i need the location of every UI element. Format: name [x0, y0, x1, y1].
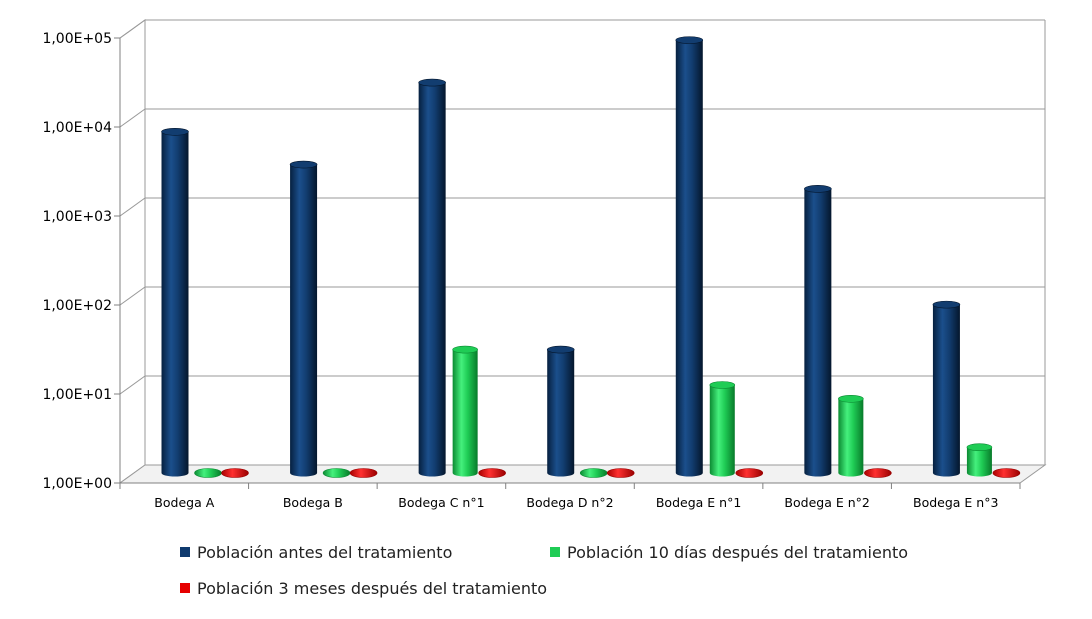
bar-cap — [418, 78, 446, 87]
gridline — [119, 108, 1045, 128]
bar — [966, 443, 993, 477]
gridline — [119, 286, 1045, 306]
bar — [804, 185, 832, 477]
x-tick-label: Bodega B — [283, 495, 343, 510]
bar-body — [418, 82, 446, 477]
bars — [161, 36, 1021, 478]
y-tick-label: 1,00E+04 — [42, 120, 112, 136]
bar-cap — [546, 345, 575, 354]
bar-disc — [606, 468, 635, 478]
bar-body — [547, 349, 575, 477]
gridline — [119, 375, 1045, 395]
legend-swatch — [180, 583, 190, 593]
legend-label: Población antes del tratamiento — [197, 543, 452, 562]
x-tick-label: Bodega D n°2 — [526, 495, 613, 510]
bar-disc — [579, 468, 608, 478]
bar-cap — [675, 36, 704, 44]
legend-item: Población 3 meses después del tratamient… — [180, 579, 547, 598]
legend-label: Población 10 días después del tratamient… — [567, 543, 908, 562]
bar-body — [932, 304, 960, 477]
x-tick-label: Bodega A — [154, 495, 214, 510]
bar — [349, 468, 378, 478]
legend-swatch — [550, 547, 560, 557]
bar — [322, 468, 351, 478]
x-tick-label: Bodega C n°1 — [398, 495, 484, 510]
bar — [579, 468, 608, 478]
bar — [864, 468, 892, 478]
bar-cap — [709, 381, 736, 389]
x-tick-label: Bodega E n°2 — [784, 495, 869, 510]
y-tick-label: 1,00E+05 — [42, 31, 112, 47]
side-wall — [119, 19, 146, 484]
bar-cap — [804, 185, 832, 193]
y-tick-label: 1,00E+03 — [42, 209, 112, 225]
bar-disc — [478, 468, 506, 478]
bar — [546, 345, 575, 477]
x-tick-label: Bodega E n°3 — [913, 495, 998, 510]
bar — [606, 468, 635, 478]
bar — [221, 468, 249, 478]
bar-body — [290, 164, 318, 477]
bar — [838, 394, 864, 477]
bar-disc — [349, 468, 378, 478]
bar — [709, 381, 736, 477]
y-tick-label: 1,00E+01 — [42, 387, 112, 403]
bar — [932, 300, 961, 477]
bar-body — [161, 131, 189, 477]
bar-disc — [322, 468, 351, 478]
bar — [289, 160, 318, 477]
bar — [675, 36, 704, 477]
bar — [735, 468, 764, 478]
bar-body — [709, 385, 735, 477]
y-tick-label: 1,00E+00 — [42, 476, 112, 492]
bar-body — [838, 398, 864, 477]
legend-swatch — [180, 547, 190, 557]
bar — [418, 78, 446, 477]
gridlines — [119, 19, 1045, 395]
legend-item: Población 10 días después del tratamient… — [550, 543, 908, 562]
bar-cap — [966, 443, 993, 452]
legend: Población antes del tratamiento Población… — [180, 543, 908, 598]
y-axis: 1,00E+00 1,00E+01 1,00E+02 1,00E+03 1,00E+04… — [42, 31, 121, 492]
gridline — [119, 197, 1045, 217]
legend-item: Población antes del tratamiento — [180, 543, 452, 562]
bar-disc — [221, 468, 249, 478]
bar-cap — [452, 345, 478, 354]
back-wall — [144, 20, 1046, 466]
bar-cap — [289, 160, 318, 169]
bar-body — [675, 40, 703, 477]
bar-disc — [992, 468, 1021, 478]
bar — [452, 345, 478, 477]
gridline — [119, 19, 1045, 39]
bar-body — [804, 188, 832, 477]
bar-cap — [932, 300, 961, 309]
bar-cap — [161, 127, 189, 136]
bar-disc — [735, 468, 764, 478]
bar-disc — [194, 468, 222, 478]
bar — [194, 468, 222, 478]
x-tick-label: Bodega E n°1 — [656, 495, 741, 510]
bar-disc — [864, 468, 892, 478]
legend-label: Población 3 meses después del tratamient… — [197, 579, 547, 598]
bar — [992, 468, 1021, 478]
bar-body — [966, 447, 992, 477]
bar — [161, 127, 189, 477]
bar — [478, 468, 506, 478]
bar-cap — [838, 394, 864, 403]
y-tick-label: 1,00E+02 — [42, 298, 112, 314]
plot-walls — [118, 19, 1047, 484]
bar-body — [452, 349, 478, 477]
x-axis: Bodega A Bodega B Bodega C n°1 Bodega D n°2… — [119, 482, 1021, 510]
